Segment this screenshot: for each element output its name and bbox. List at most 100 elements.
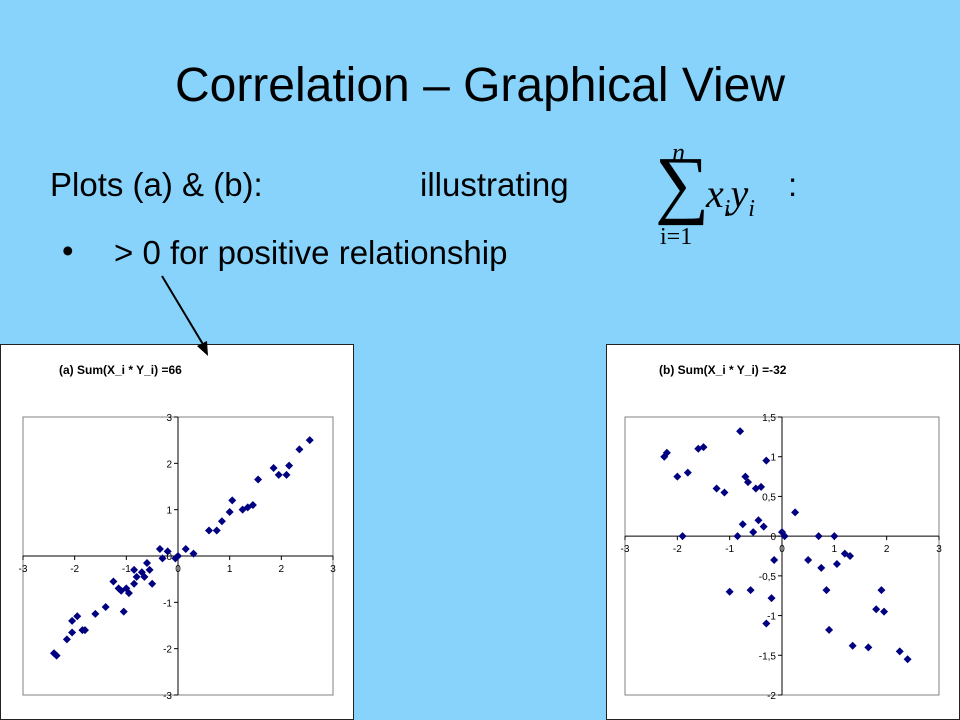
chart-a-point [269,463,278,472]
chart-b-point [770,555,779,564]
chart-b-point [699,443,708,452]
chart-a-y-tick-label: 2 [166,459,172,470]
chart-b-point [817,563,826,572]
chart-a-point [130,579,139,588]
chart-a-point [282,470,291,479]
chart-a-point [228,496,237,505]
chart-a-point [181,545,190,554]
chart-a-x-tick-label: 1 [227,564,233,575]
chart-a-point [205,526,213,535]
chart-b-point [762,619,771,628]
chart-a-point [137,568,146,577]
chart-a-point [158,554,167,563]
chart-a-point [101,602,110,611]
chart-a-point [109,577,118,586]
chart-b-point [720,488,729,497]
formula-y-sub: i [748,196,755,222]
chart-a-point [145,565,154,574]
chart-b-point [791,508,800,517]
chart-a-point [174,552,182,560]
chart-b-title: (b) Sum(X_i * Y_i) =-32 [659,363,787,377]
chart-b-point [780,532,789,541]
summation-formula: n ∑ i=1 xiyi [650,138,800,253]
chart-a-y-tick-label: 1 [166,506,172,517]
chart-b-x-tick-label: 3 [936,544,942,555]
chart-b-point [880,607,889,616]
chart-b-point [736,427,745,436]
chart-b-x-tick-label: -1 [725,544,734,555]
bullet-text: > 0 for positive relationship [114,234,508,271]
chart-a-point [225,507,234,516]
chart-a-point [81,626,89,635]
chart-b-y-tick-label: 1 [770,453,776,464]
chart-b-y-tick-label: -2 [767,691,776,702]
chart-b-point [877,586,886,595]
chart-a-x-tick-label: -1 [122,564,131,575]
formula-lower-limit: i=1 [660,224,693,250]
chart-a-point [68,616,77,625]
chart-a-x-tick-label: -3 [19,564,28,575]
chart-a-x-tick-label: 3 [330,564,336,575]
chart-a-point [285,461,294,470]
chart-b-point [872,605,881,614]
chart-a-y-tick-label: -2 [163,645,172,656]
chart-panel-b: (b) Sum(X_i * Y_i) =-32 -3 -2 -1 0 1 2 3 -2 -1,5… [606,344,960,720]
chart-b-point [759,522,768,531]
chart-a-point [119,607,128,616]
chart-b-x-tick-label: -3 [621,544,630,555]
formula-sigma: ∑ [655,142,710,226]
chart-a-point [248,501,257,510]
chart-a-x-tick-label: 2 [279,564,285,575]
chart-a-point [143,558,151,567]
chart-b-point [767,594,776,603]
chart-b-point [832,559,841,568]
formula-term: xiyi [706,170,755,223]
chart-a-point [130,565,139,574]
chart-a-point [155,545,164,554]
chart-b-point [830,532,839,541]
subtitle-prefix: Plots (a) & (b): [50,166,263,203]
chart-b-x-tick-label: 0 [779,544,785,555]
chart-b-point [895,647,904,656]
chart-b-y-tick-label: 1,5 [762,413,776,424]
bullet-dot: • [62,232,74,269]
chart-b-y-tick-label: 0 [770,532,776,543]
chart-b-point [848,641,857,650]
chart-a-point [171,554,180,563]
chart-b-y-tick-label: -1 [767,612,776,623]
slide-title: Correlation – Graphical View [174,59,786,112]
chart-a-point [305,436,314,445]
chart-a-point [62,635,71,644]
chart-b-point [822,586,831,595]
chart-a-x-tick-label: 0 [175,564,181,575]
chart-panel-a: (a) Sum(X_i * Y_i) =66 -3 -2 -1 0 1 2 3 -3 -2 -1 0… [0,344,354,720]
chart-b-y-tick-label: -0,5 [759,572,777,583]
formula-upper-limit: n [672,138,685,167]
chart-b-point [814,532,823,541]
chart-a-point [295,445,304,454]
chart-b-point [778,528,786,537]
chart-a-title: (a) Sum(X_i * Y_i) =66 [59,363,182,377]
chart-b-point [762,456,771,465]
chart-a-point [254,475,263,484]
chart-a-point [68,628,77,637]
subtitle-word: illustrating [420,166,569,203]
chart-a-y-tick-label: -1 [163,598,172,609]
chart-b-point [673,472,682,481]
chart-b-point [725,587,734,596]
chart-b-point [864,643,873,652]
chart-b-point [757,482,766,491]
chart-b-plot: -3 -2 -1 0 1 2 3 -2 -1,5 -1 -0,5 0 0,5 1 1,5 [621,413,943,702]
chart-a-y-tick-label: 3 [166,413,172,424]
chart-b-point [746,586,755,595]
chart-b-point [743,478,752,487]
chart-b-point [683,468,692,477]
chart-b-point [825,625,834,634]
chart-a-point [124,589,133,598]
chart-b-point [662,448,671,457]
chart-b-point [804,555,813,564]
chart-a-y-tick-label: -3 [163,691,172,702]
chart-a-point [189,549,198,558]
chart-b-y-tick-label: -1,5 [759,651,777,662]
chart-a-x-tick-label: -2 [70,564,79,575]
